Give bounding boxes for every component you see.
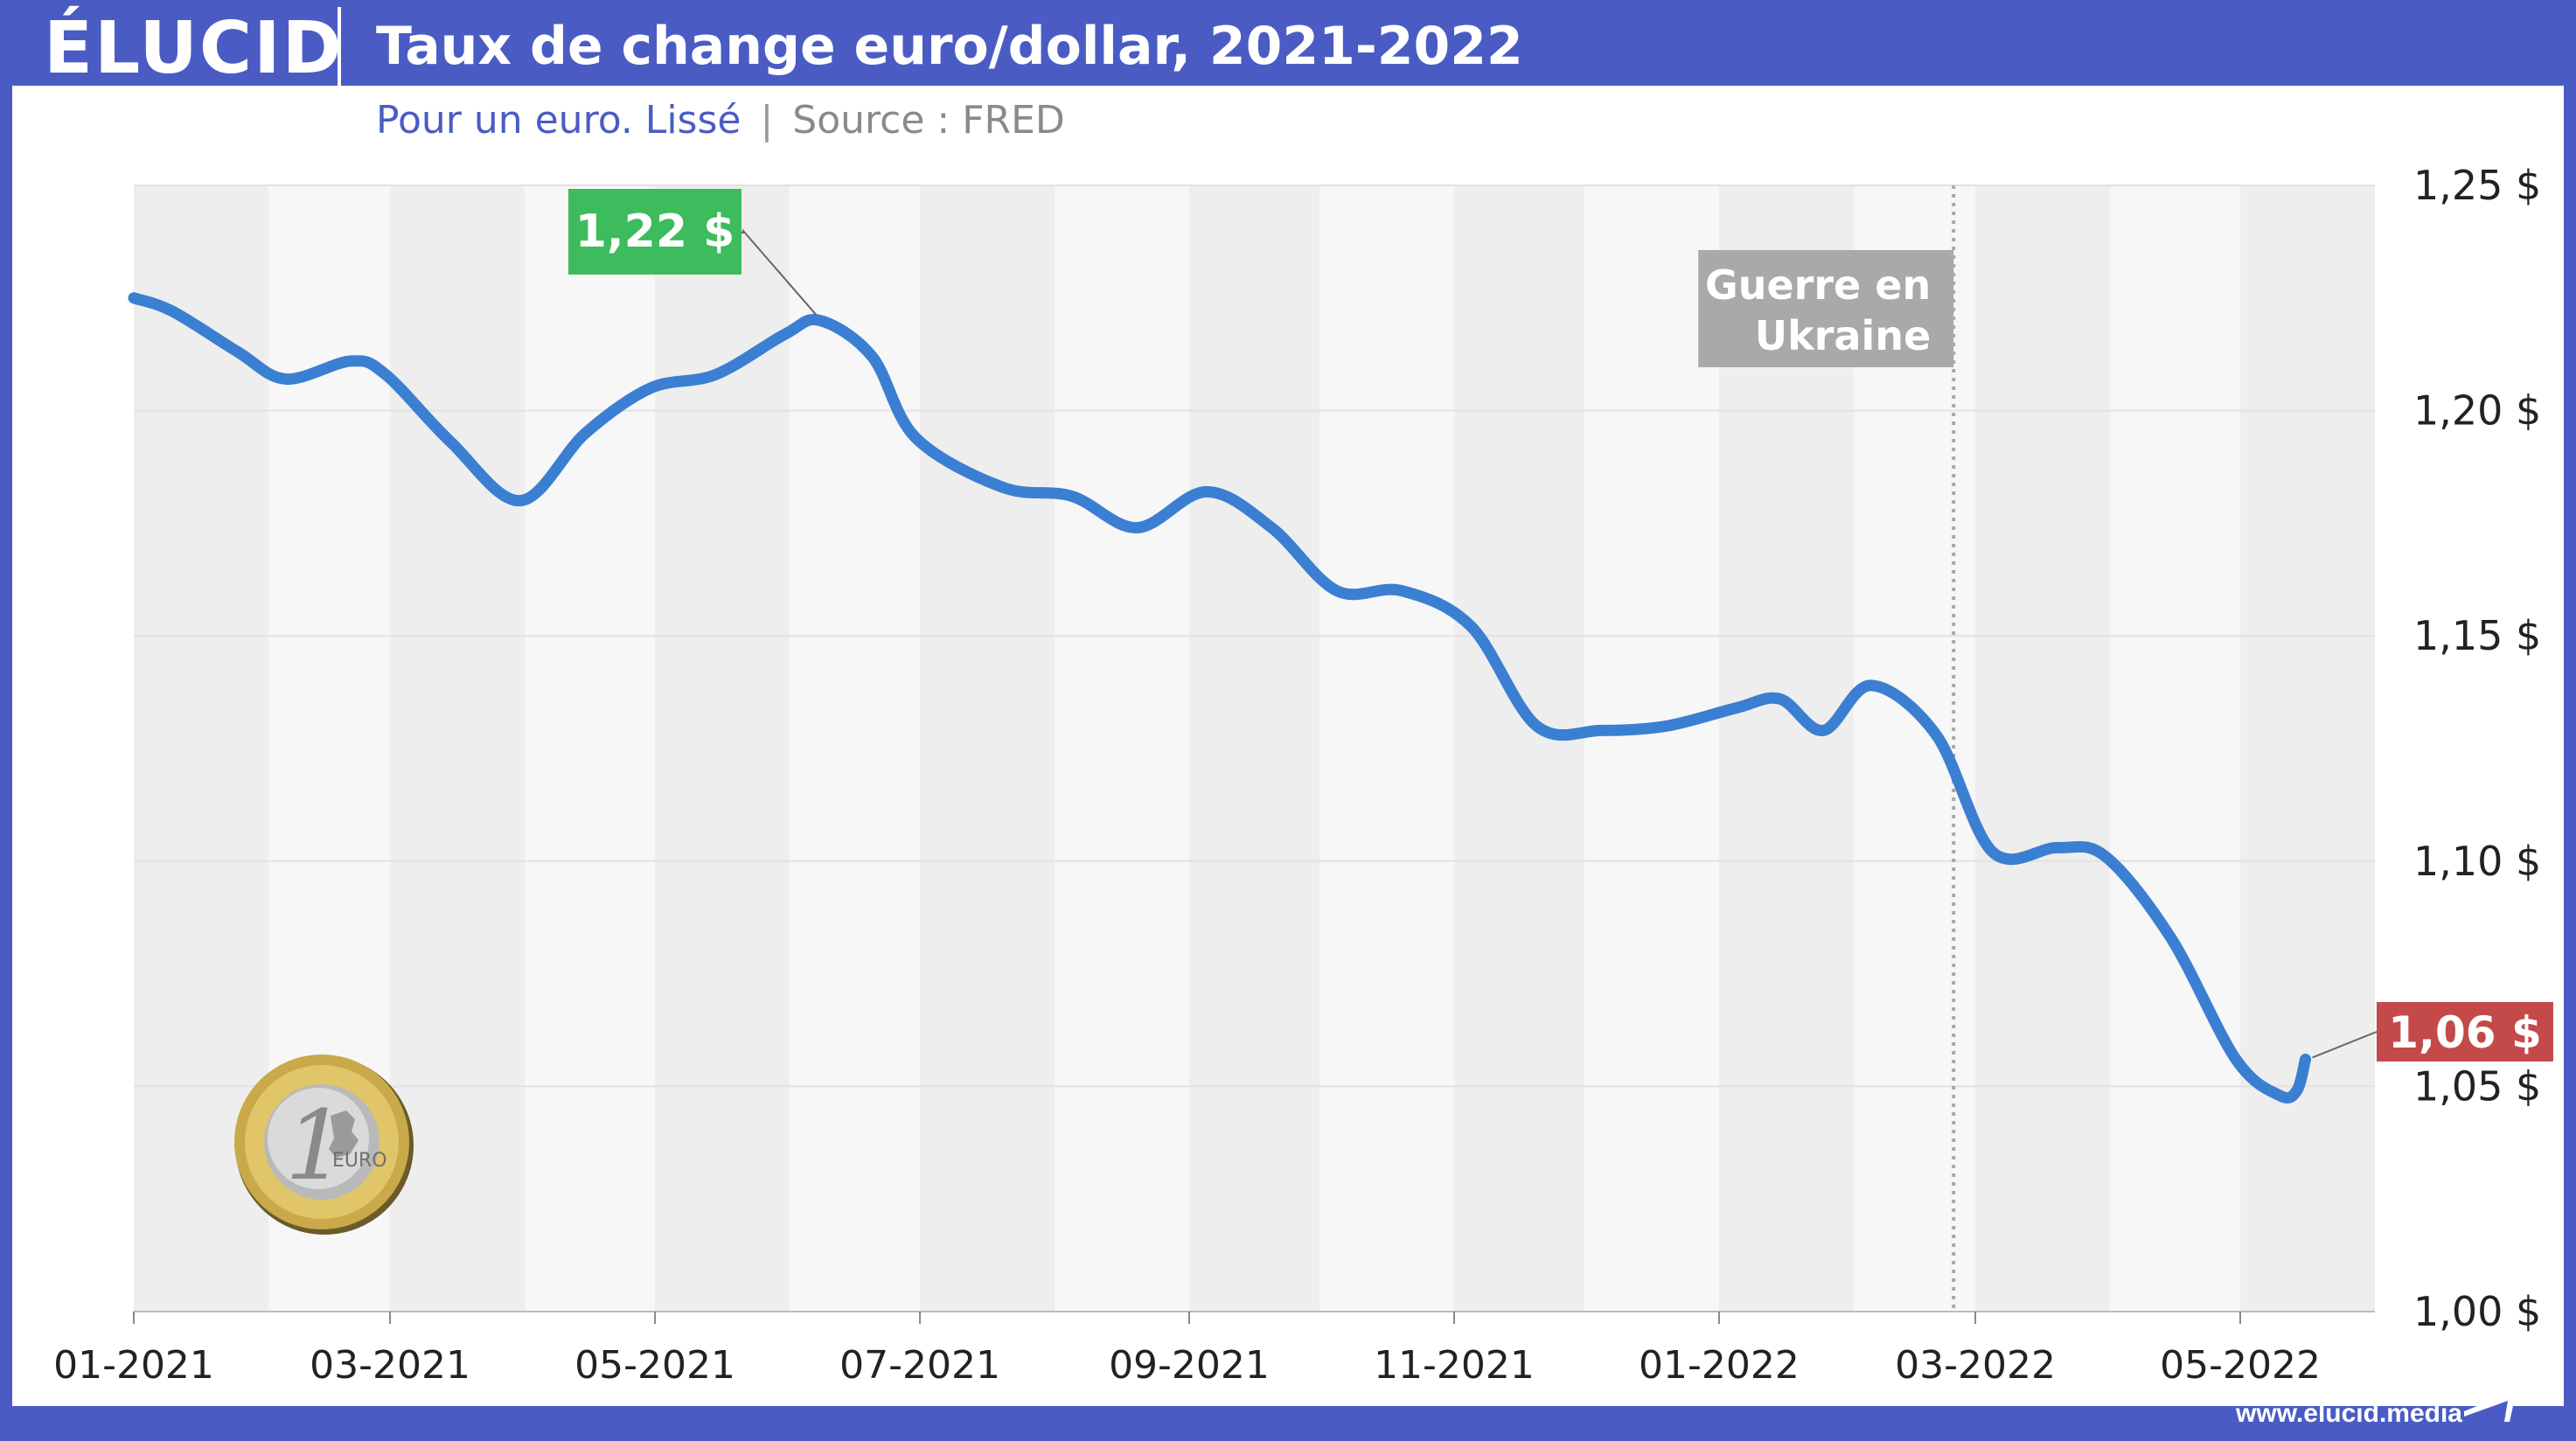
max-label-text: 1,22 $ <box>575 205 735 258</box>
month-band <box>1453 185 1584 1312</box>
subtitle-text: Pour un euro. Lissé <box>376 98 741 143</box>
y-tick-label: 1,20 $ <box>2413 387 2541 435</box>
x-tick-label: 09-2021 <box>1109 1343 1270 1388</box>
month-band <box>920 185 1055 1312</box>
x-tick-label: 05-2021 <box>574 1343 735 1388</box>
header-bar <box>0 0 2576 86</box>
last-value-label: 1,06 $ <box>2312 1002 2553 1062</box>
x-tick-label: 07-2021 <box>839 1343 1000 1388</box>
svg-text:EURO: EURO <box>332 1150 387 1172</box>
subtitle-separator: | <box>760 98 774 143</box>
chart-title: Taux de change euro/dollar, 2021-2022 <box>376 16 1523 77</box>
event-label-line: Ukraine <box>1755 312 1931 359</box>
event-label-line: Guerre en <box>1705 261 1931 309</box>
logo-separator <box>338 7 341 86</box>
elucid-logo: ÉLUCID <box>44 7 344 90</box>
website-url[interactable]: www.elucid.media <box>2236 1399 2462 1428</box>
last-label-leader <box>2312 1031 2378 1059</box>
last-label-box <box>2377 1002 2553 1062</box>
elucid-arrow-icon <box>2464 1390 2517 1422</box>
max-value-label: 1,22 $ <box>568 189 818 317</box>
footer-bar <box>0 1406 2576 1441</box>
y-tick-label: 1,05 $ <box>2413 1062 2541 1110</box>
x-tick-label: 01-2021 <box>53 1343 214 1388</box>
month-band <box>1188 185 1320 1312</box>
month-band <box>390 185 526 1312</box>
month-band <box>1718 185 1854 1312</box>
month-band <box>2240 185 2375 1312</box>
chart-subtitle: Pour un euro. Lissé | Source : FRED <box>376 98 1065 143</box>
y-tick-label: 1,15 $ <box>2413 612 2541 659</box>
x-tick-label: 05-2022 <box>2160 1343 2321 1388</box>
event-label-box <box>1698 250 1954 367</box>
x-tick-label: 01-2022 <box>1639 1343 1800 1388</box>
y-tick-label: 1,00 $ <box>2413 1288 2541 1335</box>
x-tick-label: 03-2022 <box>1895 1343 2056 1388</box>
max-label-box <box>568 189 741 275</box>
x-tick-label: 11-2021 <box>1374 1343 1535 1388</box>
month-band <box>1975 185 2111 1312</box>
month-band <box>655 185 790 1312</box>
y-tick-label: 1,10 $ <box>2413 838 2541 885</box>
y-tick-label: 1,25 $ <box>2413 162 2541 209</box>
x-tick-label: 03-2021 <box>310 1343 470 1388</box>
last-label-text: 1,06 $ <box>2388 1007 2542 1058</box>
source-text: Source : FRED <box>792 98 1065 143</box>
euro-coin-icon: 1 EURO <box>234 1055 414 1235</box>
series-line <box>128 292 2312 1104</box>
